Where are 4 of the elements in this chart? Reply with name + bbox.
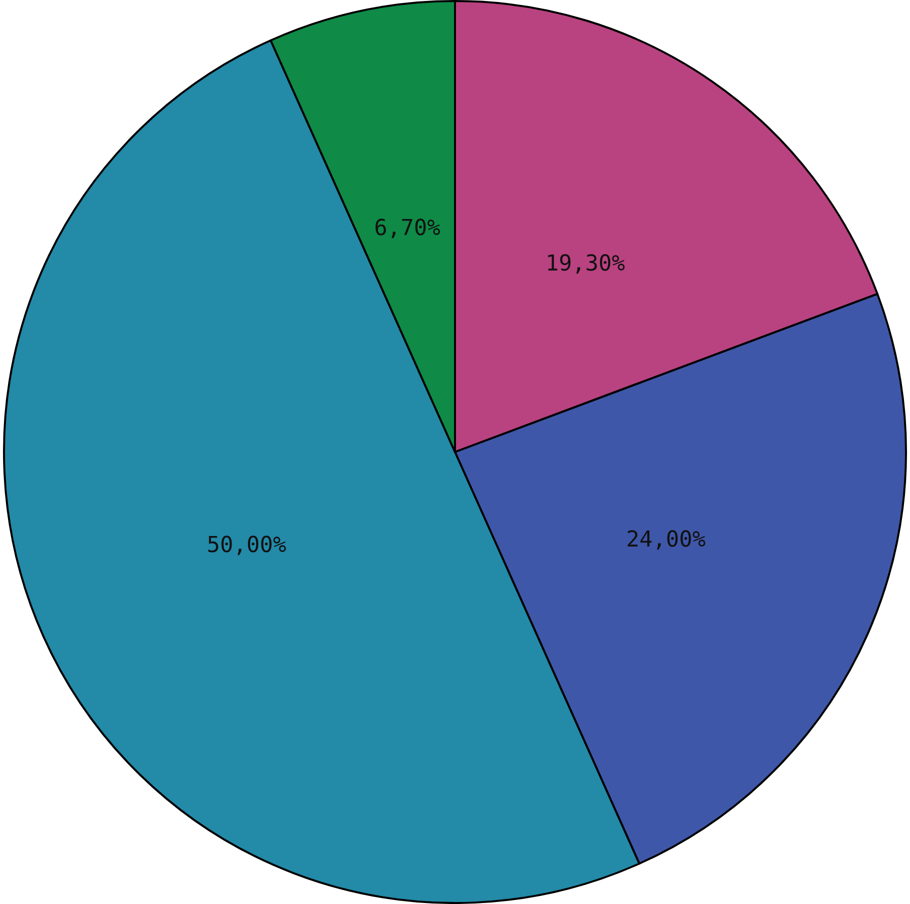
data-label: 6,70%	[374, 216, 440, 242]
data-label: 19,30%	[545, 252, 625, 277]
data-label: 24,00%	[626, 528, 706, 553]
data-label: 50,00%	[206, 532, 286, 558]
